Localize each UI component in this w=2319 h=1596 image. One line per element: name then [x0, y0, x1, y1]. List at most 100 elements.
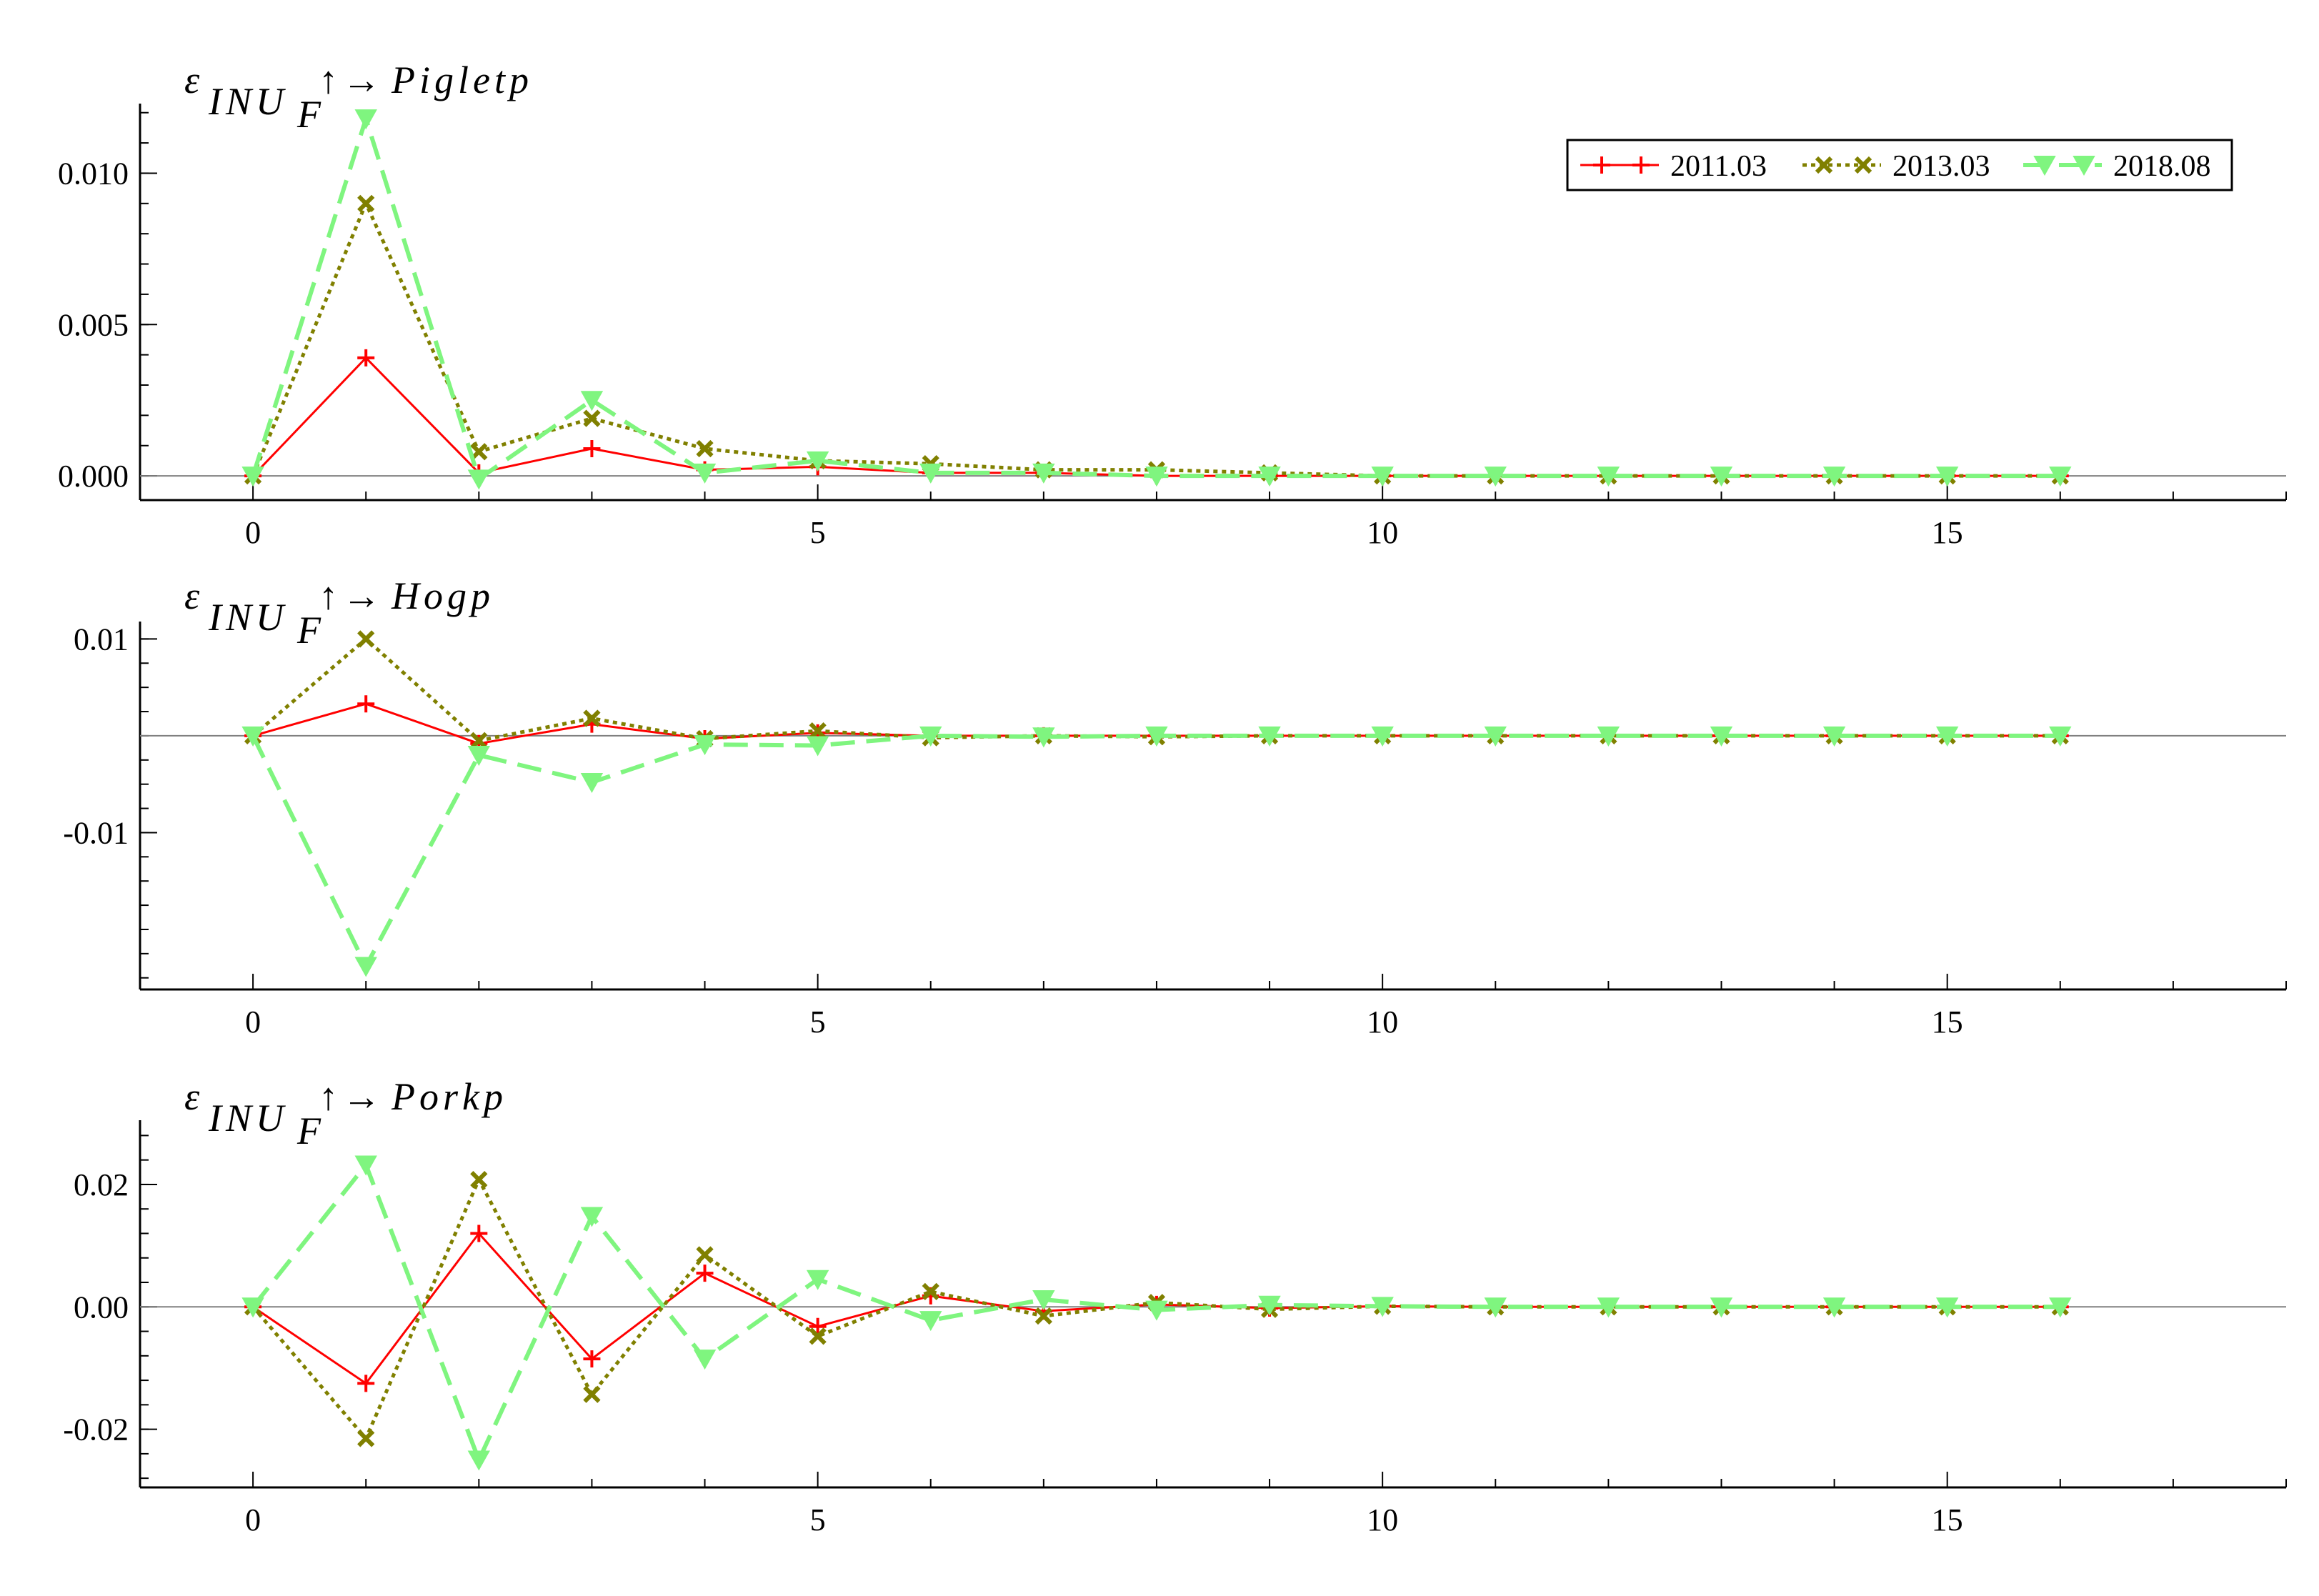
- data-point: [1484, 726, 1507, 747]
- y-tick-label: 0.000: [58, 459, 129, 494]
- series-line: [251, 1177, 2060, 1440]
- data-point: [1258, 467, 1281, 487]
- data-point: [2049, 726, 2072, 747]
- data-point: [354, 957, 377, 977]
- legend: 2011.03 2013.03 2018.08: [1566, 139, 2233, 191]
- data-point: [241, 726, 264, 747]
- title-epsilon: ε: [184, 574, 204, 617]
- data-point: [809, 1327, 827, 1345]
- x-tick-label: 15: [1932, 515, 1963, 550]
- data-point: [467, 469, 491, 490]
- series-line: [251, 637, 2060, 743]
- title-target: Hogp: [391, 574, 494, 617]
- data-point: [1258, 726, 1281, 747]
- data-point: [696, 439, 714, 458]
- data-point: [693, 463, 717, 484]
- data-point: [1935, 467, 1959, 487]
- data-point: [809, 722, 827, 740]
- data-point: [1597, 1297, 1620, 1318]
- data-point: [583, 709, 601, 727]
- legend-marker: [1593, 156, 1610, 174]
- legend-marker: [1815, 156, 1833, 174]
- data-point: [1258, 1295, 1281, 1316]
- data-point: [1371, 726, 1394, 747]
- data-point: [241, 1297, 264, 1318]
- data-point: [1032, 1290, 1055, 1311]
- panel-title: ε INU F↑→ Hogp: [184, 574, 494, 652]
- data-point: [806, 1270, 829, 1290]
- data-point: [583, 1385, 601, 1403]
- legend-marker: [2073, 156, 2095, 176]
- data-point: [357, 695, 375, 713]
- title-epsilon: ε: [184, 1075, 204, 1118]
- y-tick-label: -0.01: [63, 815, 129, 850]
- data-point: [354, 109, 377, 130]
- legend-label: 2013.03: [1892, 150, 1990, 183]
- series-2013.03: [244, 194, 2069, 485]
- data-point: [919, 726, 942, 747]
- x-tick-label: 15: [1932, 1502, 1963, 1537]
- y-tick-label: 0.010: [58, 156, 129, 191]
- data-point: [1597, 726, 1620, 747]
- title-target: Pigletp: [391, 59, 533, 101]
- data-point: [693, 735, 717, 756]
- x-tick-label: 10: [1367, 515, 1398, 550]
- data-point: [354, 1155, 377, 1176]
- y-tick-label: 0.00: [74, 1290, 129, 1325]
- data-point: [806, 451, 829, 472]
- data-point: [1935, 1297, 1959, 1318]
- title-subscript: INU: [208, 80, 288, 123]
- y-tick-label: 0.02: [74, 1167, 129, 1202]
- data-point: [1710, 1297, 1733, 1318]
- y-tick-label: 0.01: [74, 622, 129, 657]
- data-point: [1034, 1307, 1052, 1325]
- data-point: [583, 409, 601, 427]
- y-tick-label: -0.02: [63, 1412, 129, 1447]
- data-point: [1484, 1297, 1507, 1318]
- title-arrow: ↑→: [319, 574, 385, 617]
- legend-marker: [1854, 156, 1872, 174]
- x-tick-label: 5: [810, 515, 826, 550]
- data-point: [357, 349, 375, 366]
- x-tick-label: 0: [245, 1004, 261, 1039]
- x-tick-label: 10: [1367, 1502, 1398, 1537]
- series-2018.08: [241, 109, 2072, 490]
- data-point: [1145, 467, 1168, 487]
- data-point: [1597, 467, 1620, 487]
- title-sub-subscript: F: [296, 609, 325, 652]
- legend-label: 2011.03: [1670, 150, 1767, 183]
- y-tick-label: 0.005: [58, 307, 129, 342]
- x-tick-label: 5: [810, 1502, 826, 1537]
- data-point: [357, 1430, 375, 1447]
- panel-2: 0 5 10 15 -0.01 0.01 ε INU F↑→ Hogp: [63, 574, 2287, 1039]
- series-2018.08: [241, 726, 2072, 977]
- data-point: [467, 746, 491, 767]
- series-2011.03: [244, 349, 2069, 485]
- x-tick-label: 15: [1932, 1004, 1963, 1039]
- data-point: [1935, 726, 1959, 747]
- title-subscript: INU: [208, 596, 288, 639]
- data-point: [806, 736, 829, 757]
- data-point: [1145, 726, 1168, 747]
- data-point: [919, 463, 942, 484]
- data-point: [470, 1170, 488, 1189]
- legend-entry-2011.03: 2011.03: [1580, 150, 1767, 183]
- title-sub-subscript: F: [296, 1109, 325, 1152]
- data-point: [357, 630, 375, 648]
- data-point: [470, 443, 488, 461]
- x-tick-label: 0: [245, 1502, 261, 1537]
- panel-title: ε INU F↑→ Pigletp: [184, 59, 533, 136]
- data-point: [696, 1246, 714, 1264]
- data-point: [583, 1350, 601, 1368]
- data-point: [580, 391, 604, 412]
- data-point: [580, 1207, 604, 1227]
- panel-title: ε INU F↑→ Porkp: [184, 1075, 503, 1152]
- title-arrow: ↑→: [319, 1075, 385, 1118]
- x-tick-label: 0: [245, 515, 261, 550]
- data-point: [693, 1350, 717, 1370]
- data-point: [583, 439, 601, 457]
- legend-box: [1566, 139, 2233, 191]
- series-2018.08: [241, 1155, 2072, 1471]
- series-line: [251, 733, 2060, 969]
